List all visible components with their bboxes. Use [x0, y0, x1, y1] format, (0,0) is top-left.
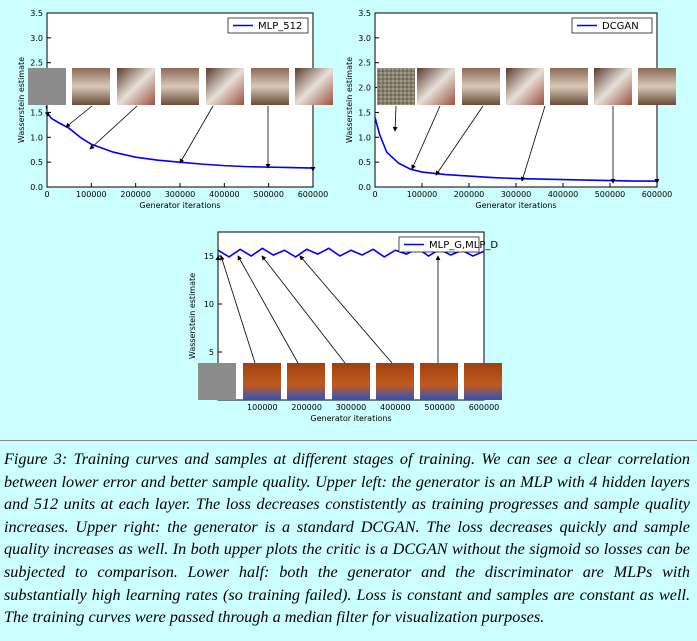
sample-image [550, 68, 588, 105]
sample-image [376, 363, 414, 400]
arrow [65, 105, 93, 128]
y-tick-label: 2.0 [358, 84, 371, 93]
x-tick-label: 400000 [548, 190, 579, 199]
sample-image [287, 363, 325, 400]
separator [0, 440, 697, 441]
arrow [219, 255, 256, 364]
x-tick-label: 200000 [120, 190, 151, 199]
y-tick-label: 1.0 [30, 133, 43, 142]
y-axis-label: Wasserstein estimate [17, 57, 26, 143]
arrow [392, 105, 398, 132]
sample-image [295, 68, 333, 105]
y-tick-label: 3.0 [358, 34, 371, 43]
arrow [435, 105, 484, 176]
y-tick-label: 2.5 [30, 59, 43, 68]
y-tick-label: 3.5 [30, 9, 43, 18]
arrow [89, 105, 138, 150]
y-tick-label: 3.0 [30, 34, 43, 43]
y-axis-label: Wasserstein estimate [188, 273, 197, 359]
y-tick-label: 1.0 [358, 133, 371, 142]
sample-image [594, 68, 632, 105]
x-tick-label: 0 [372, 190, 377, 199]
x-tick-label: 300000 [336, 403, 367, 412]
x-axis-label: Generator iterations [475, 201, 556, 210]
x-tick-label: 500000 [424, 403, 455, 412]
sample-image [206, 68, 244, 105]
sample-image [198, 363, 236, 400]
x-tick-label: 100000 [76, 190, 107, 199]
arrow [411, 105, 441, 170]
x-tick-label: 100000 [407, 190, 438, 199]
series-line [46, 111, 314, 169]
legend-label: MLP_G,MLP_D [429, 240, 498, 251]
y-tick-label: 15 [204, 252, 214, 261]
y-tick-label: 0.0 [30, 183, 43, 192]
x-tick-label: 500000 [253, 190, 284, 199]
y-tick-label: 0.5 [358, 158, 371, 167]
y-tick-label: 2.5 [358, 59, 371, 68]
x-tick-label: 300000 [165, 190, 196, 199]
x-tick-label: 400000 [209, 190, 240, 199]
legend-box [227, 17, 309, 34]
sample-image [243, 363, 281, 400]
y-tick-label: 1.5 [358, 108, 371, 117]
sample-image [251, 68, 289, 105]
legend-box [398, 236, 480, 253]
figure: 0.0 0.5 1.0 1.5 2.0 2.5 3.0 3.5 0 100000 200000 300… [17, 9, 676, 423]
y-axis-label: Wasserstein estimate [345, 57, 354, 143]
x-tick-label: 600000 [469, 403, 500, 412]
arrow [261, 255, 346, 364]
x-tick-label: 500000 [595, 190, 626, 199]
x-tick-label: 200000 [454, 190, 485, 199]
y-tick-label: 10 [204, 300, 214, 309]
y-tick-label: 3.5 [358, 9, 371, 18]
x-tick-label: 200000 [291, 403, 322, 412]
sample-image [506, 68, 544, 105]
sample-image [161, 68, 199, 105]
y-tick-label: 5 [209, 348, 214, 357]
series-line [374, 117, 657, 182]
y-tick-label: 0.5 [30, 158, 43, 167]
arrow [520, 105, 546, 182]
figure-caption: Figure 3: Training curves and samples at… [4, 450, 690, 627]
x-tick-label: 300000 [501, 190, 532, 199]
legend-label: DCGAN [602, 21, 639, 32]
legend-label: MLP_512 [258, 21, 302, 32]
arrow [299, 255, 393, 364]
arrow [237, 255, 299, 364]
legend-box [571, 17, 653, 34]
sample-image [332, 363, 370, 400]
x-tick-label: 400000 [380, 403, 411, 412]
sample-image [28, 68, 66, 105]
x-tick-label: 0 [44, 190, 49, 199]
x-tick-label: 600000 [298, 190, 329, 199]
sample-image [462, 68, 500, 105]
x-axis-label: Generator iterations [310, 414, 391, 423]
sample-image [72, 68, 110, 105]
sample-image [117, 68, 155, 105]
sample-image [377, 68, 415, 105]
y-tick-label: 0.0 [358, 183, 371, 192]
x-axis-label: Generator iterations [139, 201, 220, 210]
sample-image [638, 68, 676, 105]
sample-image [417, 68, 455, 105]
sample-image [420, 363, 458, 400]
x-tick-label: 600000 [642, 190, 673, 199]
arrow [44, 105, 50, 117]
x-tick-label: 100000 [247, 403, 278, 412]
arrow [179, 105, 214, 164]
sample-image [464, 363, 502, 400]
y-tick-label: 1.5 [30, 108, 43, 117]
